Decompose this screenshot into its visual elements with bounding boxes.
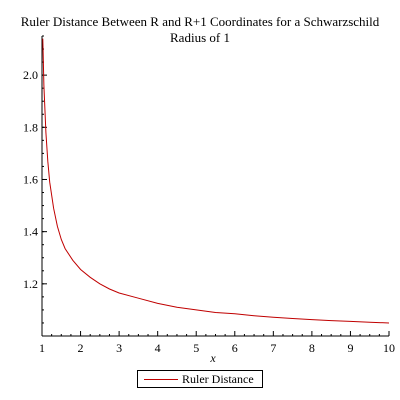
y-tick-label: 1.4 [23, 225, 38, 239]
y-tick-label: 2.0 [23, 68, 38, 82]
chart-title-line-2: Radius of 1 [170, 30, 230, 45]
x-tick-label: 5 [193, 341, 199, 355]
x-tick-label: 6 [232, 341, 238, 355]
x-tick-label: 9 [347, 341, 353, 355]
chart-title-line-1: Ruler Distance Between R and R+1 Coordin… [20, 14, 380, 29]
legend-swatch [144, 379, 178, 380]
y-tick-label: 1.6 [23, 172, 38, 186]
x-tick-label: 2 [78, 341, 84, 355]
series-layer [42, 38, 390, 324]
series-line [42, 38, 390, 324]
chart-title: Ruler Distance Between R and R+1 Coordin… [0, 14, 400, 46]
x-tick-label: 10 [383, 341, 395, 355]
y-tick-label: 1.2 [23, 277, 38, 291]
x-tick-label: 8 [309, 341, 315, 355]
x-tick-label: 3 [116, 341, 122, 355]
x-tick-label: 7 [270, 341, 276, 355]
x-tick-label: 4 [155, 341, 161, 355]
axes [41, 36, 389, 337]
legend: Ruler Distance [137, 370, 263, 388]
ticks: 1 2 3 4 5 6 7 8 9 10 1.2 1.4 1.6 1.8 2.0 [23, 35, 395, 355]
legend-label: Ruler Distance [182, 372, 254, 386]
x-axis-label: x [209, 351, 216, 365]
x-tick-label: 1 [39, 341, 45, 355]
y-tick-label: 1.8 [23, 120, 38, 134]
